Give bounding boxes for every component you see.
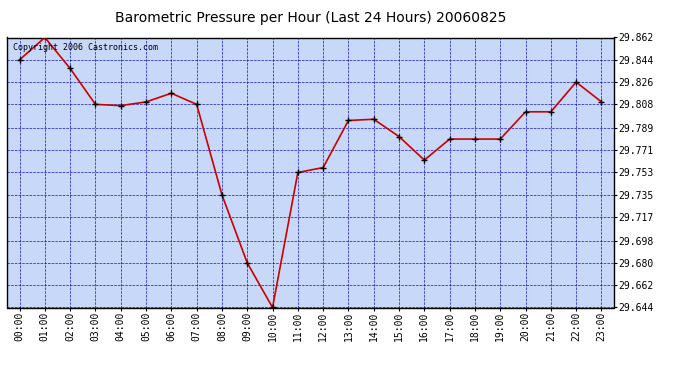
Text: Copyright 2006 Castronics.com: Copyright 2006 Castronics.com [13, 43, 158, 52]
Text: Barometric Pressure per Hour (Last 24 Hours) 20060825: Barometric Pressure per Hour (Last 24 Ho… [115, 11, 506, 25]
